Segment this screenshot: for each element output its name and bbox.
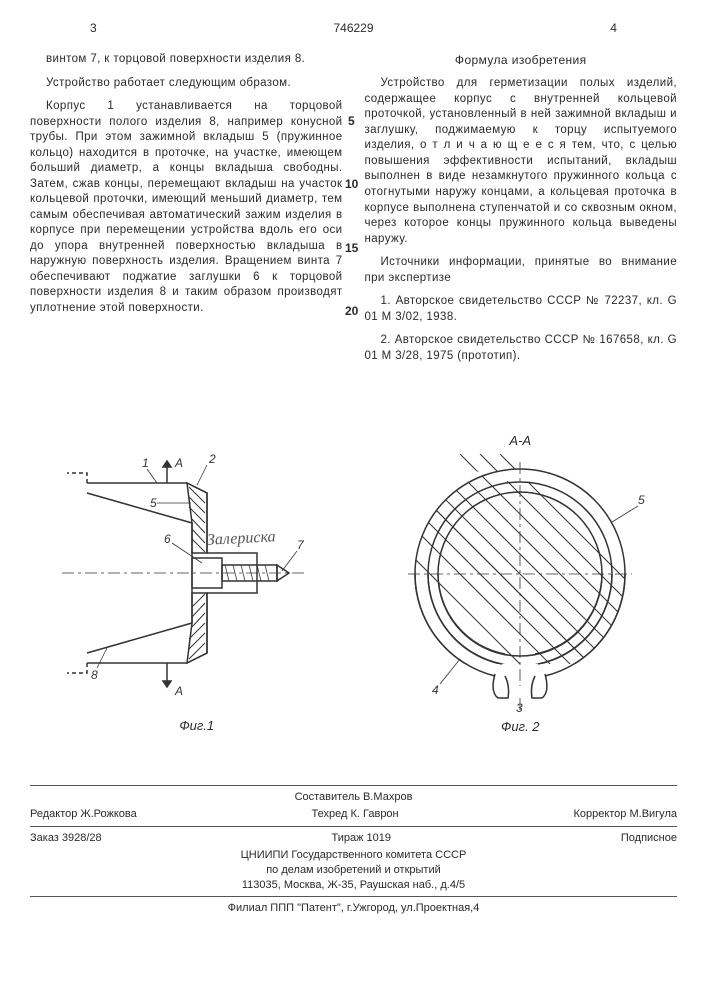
footer-tirazh: Тираж 1019 [332, 831, 392, 846]
fig2-label: Фиг. 2 [390, 718, 650, 736]
svg-text:2: 2 [208, 452, 216, 466]
footer-org1: ЦНИИПИ Государственного комитета СССР [30, 848, 677, 863]
svg-text:А: А [174, 684, 183, 698]
svg-text:8: 8 [91, 668, 98, 682]
footer-corrector: Корректор М.Вигула [573, 807, 677, 822]
text-columns: винтом 7, к торцовой поверхности изделия… [30, 52, 677, 372]
figures-area: 1 2 5 6 7 8 А А Фиг.1 Залериска А-А [30, 432, 677, 735]
right-p3: 1. Авторское свидетельство СССР № 72237,… [365, 294, 678, 325]
svg-text:6: 6 [164, 532, 171, 546]
svg-text:3: 3 [516, 701, 523, 714]
section-label: А-А [390, 432, 650, 450]
svg-text:5: 5 [638, 493, 645, 507]
line-marker: 20 [345, 303, 358, 319]
page-header: 3 746229 4 [30, 20, 677, 36]
footer-block: Составитель В.Махров Редактор Ж.Рожкова … [30, 785, 677, 916]
line-marker: 15 [345, 240, 358, 256]
footer-filial: Филиал ППП "Патент", г.Ужгород, ул.Проек… [30, 901, 677, 916]
handwriting-note: Залериска [206, 526, 276, 551]
left-column: винтом 7, к торцовой поверхности изделия… [30, 52, 343, 372]
right-p2: Источники информации, принятые во вниман… [365, 255, 678, 286]
fig1-label: Фиг.1 [57, 717, 337, 735]
page-num-left: 3 [90, 20, 97, 36]
svg-text:5: 5 [150, 496, 157, 510]
svg-text:4: 4 [432, 683, 439, 697]
footer-org2: по делам изобретений и открытий [30, 863, 677, 878]
claims-title: Формула изобретения [365, 52, 678, 68]
page-num-right: 4 [610, 20, 617, 36]
right-p4: 2. Авторское свидетельство СССР № 167658… [365, 333, 678, 364]
line-marker: 5 [348, 113, 355, 129]
document-number: 746229 [333, 20, 373, 36]
figure-2-svg: 5 4 3 [390, 454, 650, 714]
figure-1: 1 2 5 6 7 8 А А Фиг.1 Залериска [57, 433, 337, 735]
figure-1-svg: 1 2 5 6 7 8 А А [57, 433, 337, 713]
footer-addr: 113035, Москва, Ж-35, Раушская наб., д.4… [30, 878, 677, 893]
right-column: Формула изобретения Устройство для герме… [365, 52, 678, 372]
footer-order: Заказ 3928/28 [30, 831, 102, 846]
right-p1: Устройство для герметизации полых издели… [365, 76, 678, 247]
left-p3: Корпус 1 устанавливается на торцовой пов… [30, 99, 343, 316]
svg-text:А: А [174, 456, 183, 470]
left-p2: Устройство работает следующим образом. [30, 76, 343, 92]
footer-editor: Редактор Ж.Рожкова [30, 807, 137, 822]
figure-2: А-А [390, 432, 650, 735]
footer-techred: Техред К. Гаврон [312, 807, 399, 822]
line-marker: 10 [345, 176, 358, 192]
svg-text:1: 1 [142, 456, 149, 470]
footer-podpis: Подписное [621, 831, 677, 846]
footer-compiler: Составитель В.Махров [30, 790, 677, 805]
left-p1: винтом 7, к торцовой поверхности изделия… [30, 52, 343, 68]
svg-text:7: 7 [297, 538, 305, 552]
